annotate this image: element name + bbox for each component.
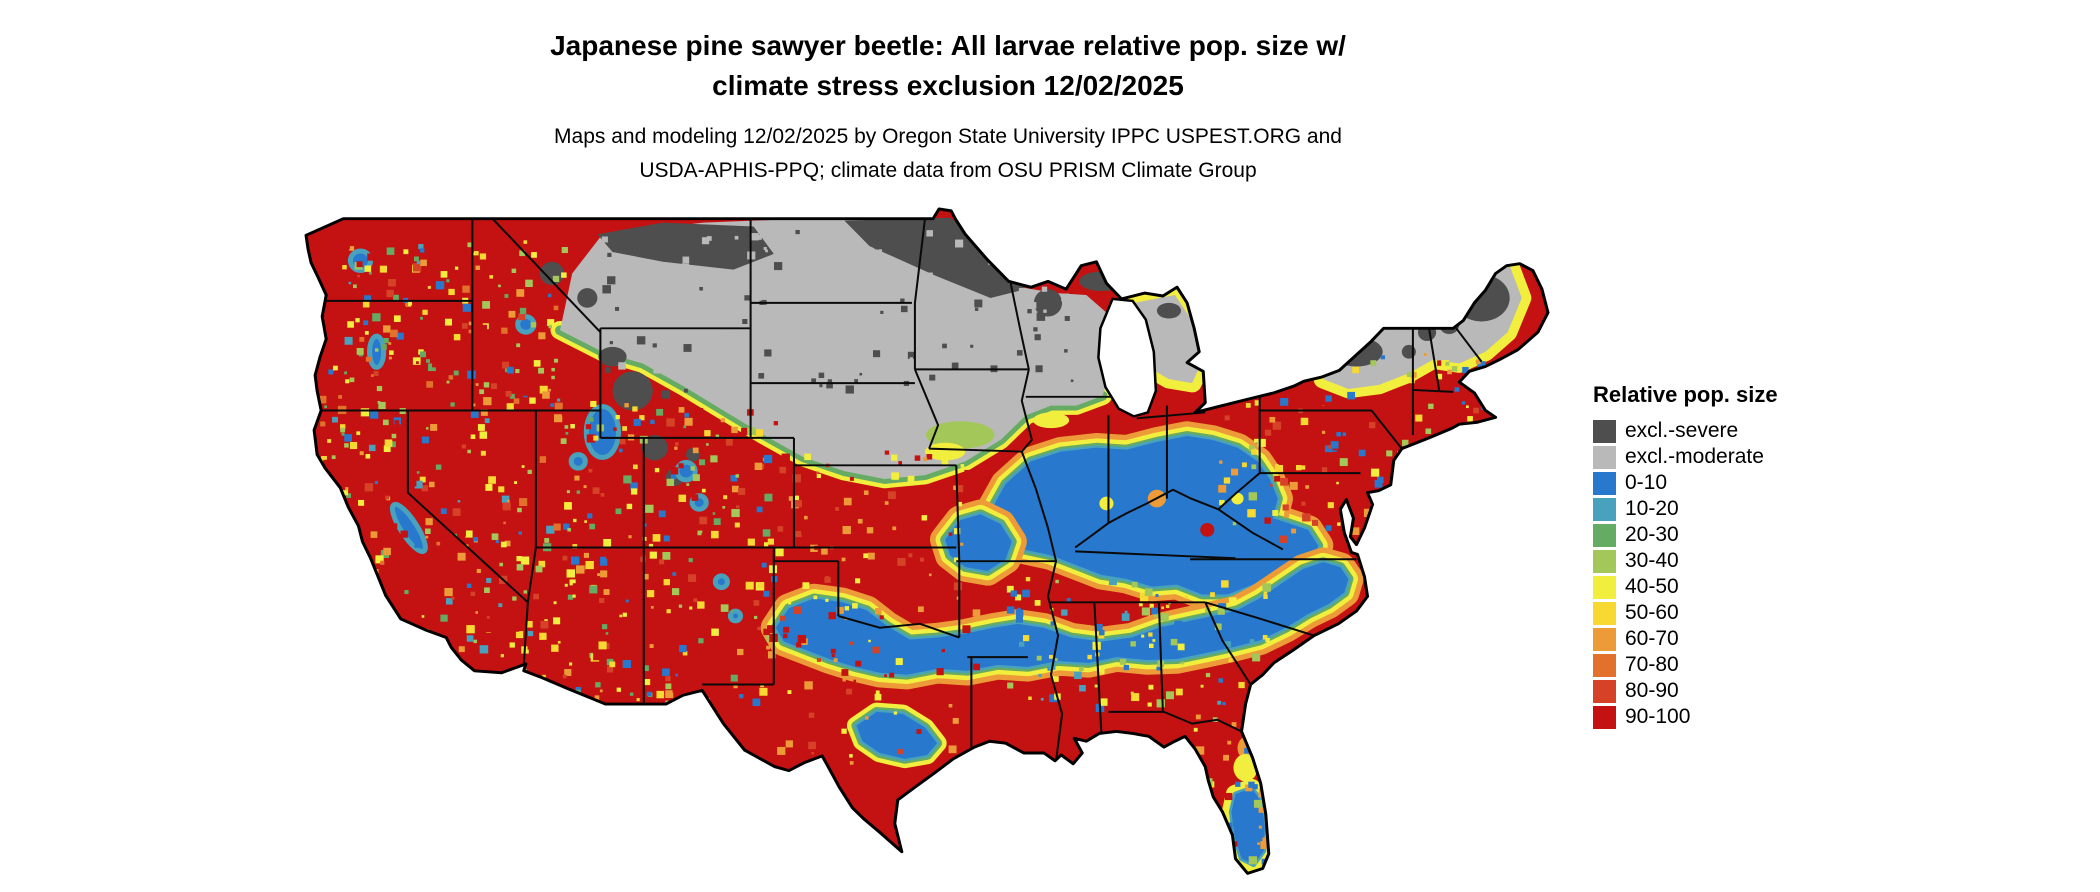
legend-item: excl.-moderate	[1593, 444, 1778, 470]
legend: Relative pop. size excl.-severe excl.-mo…	[1593, 382, 1778, 730]
legend-swatch	[1593, 653, 1616, 677]
legend-item-label: 30-40	[1625, 549, 1679, 572]
legend-item: 30-40	[1593, 548, 1778, 574]
legend-item: 0-10	[1593, 470, 1778, 496]
legend-item-label: 20-30	[1625, 523, 1679, 546]
legend-swatch	[1593, 575, 1616, 599]
legend-swatch	[1593, 705, 1616, 729]
legend-item: 20-30	[1593, 522, 1778, 548]
legend-swatch	[1593, 471, 1616, 495]
legend-item-label: 40-50	[1625, 575, 1679, 598]
legend-swatch	[1593, 523, 1616, 547]
legend-item: 90-100	[1593, 704, 1778, 730]
legend-item-label: excl.-severe	[1625, 419, 1739, 442]
map-title-line2: climate stress exclusion 12/02/2025	[712, 70, 1184, 101]
legend-item-label: 90-100	[1625, 705, 1691, 728]
map-title: Japanese pine sawyer beetle: All larvae …	[0, 26, 1896, 106]
legend-swatch	[1593, 549, 1616, 573]
legend-item-label: excl.-moderate	[1625, 445, 1764, 468]
legend-item: excl.-severe	[1593, 418, 1778, 444]
map-subtitle-line1: Maps and modeling 12/02/2025 by Oregon S…	[554, 125, 1342, 148]
legend-item: 80-90	[1593, 678, 1778, 704]
map-subtitle-line2: USDA-APHIS-PPQ; climate data from OSU PR…	[639, 159, 1257, 182]
legend-swatch	[1593, 419, 1616, 443]
legend-item-label: 10-20	[1625, 497, 1679, 520]
legend-item: 70-80	[1593, 652, 1778, 678]
legend-title: Relative pop. size	[1593, 382, 1778, 407]
legend-item: 40-50	[1593, 574, 1778, 600]
legend-item-label: 60-70	[1625, 627, 1679, 650]
map-header: Japanese pine sawyer beetle: All larvae …	[0, 26, 1896, 188]
legend-item-label: 50-60	[1625, 601, 1679, 624]
legend-item: 60-70	[1593, 626, 1778, 652]
legend-item-label: 0-10	[1625, 471, 1668, 494]
us-map	[300, 205, 1550, 890]
legend-swatch	[1593, 601, 1616, 625]
us-map-svg	[304, 207, 1550, 875]
legend-swatch	[1593, 445, 1616, 469]
legend-swatch	[1593, 497, 1616, 521]
state-borders	[321, 218, 1483, 761]
legend-item-label: 80-90	[1625, 679, 1679, 702]
legend-item: 10-20	[1593, 496, 1778, 522]
lake-michigan	[1097, 297, 1158, 418]
legend-item: 50-60	[1593, 600, 1778, 626]
legend-item-label: 70-80	[1625, 653, 1679, 676]
map-title-line1: Japanese pine sawyer beetle: All larvae …	[550, 30, 1346, 61]
legend-swatch	[1593, 627, 1616, 651]
mountain-cool-spots	[347, 248, 744, 624]
map-subtitle: Maps and modeling 12/02/2025 by Oregon S…	[0, 120, 1896, 188]
legend-swatch	[1593, 679, 1616, 703]
map-data-layer	[306, 208, 1548, 873]
